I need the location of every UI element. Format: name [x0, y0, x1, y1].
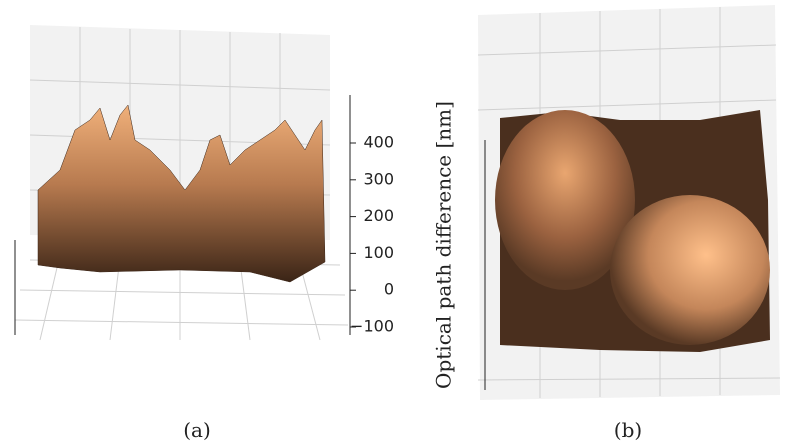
- surface: [37, 104, 326, 283]
- caption: (a): [183, 418, 211, 442]
- z-tick-label: 300: [363, 169, 394, 188]
- z-tick-label: −100: [350, 317, 394, 336]
- z-axis-label: Optical path difference [nm]: [432, 101, 456, 389]
- surface: [495, 110, 635, 290]
- z-tick-label: 200: [363, 206, 394, 225]
- panel-b: Optical path difference [nm] (b): [432, 5, 781, 442]
- z-tick-label: 400: [363, 133, 394, 152]
- surface: [610, 195, 770, 345]
- z-tick-label: 100: [363, 243, 394, 262]
- caption: (b): [614, 418, 642, 442]
- panel-a: 400 300 200 100 0 −100 (a): [14, 25, 394, 442]
- z-tick-label: 0: [384, 280, 394, 299]
